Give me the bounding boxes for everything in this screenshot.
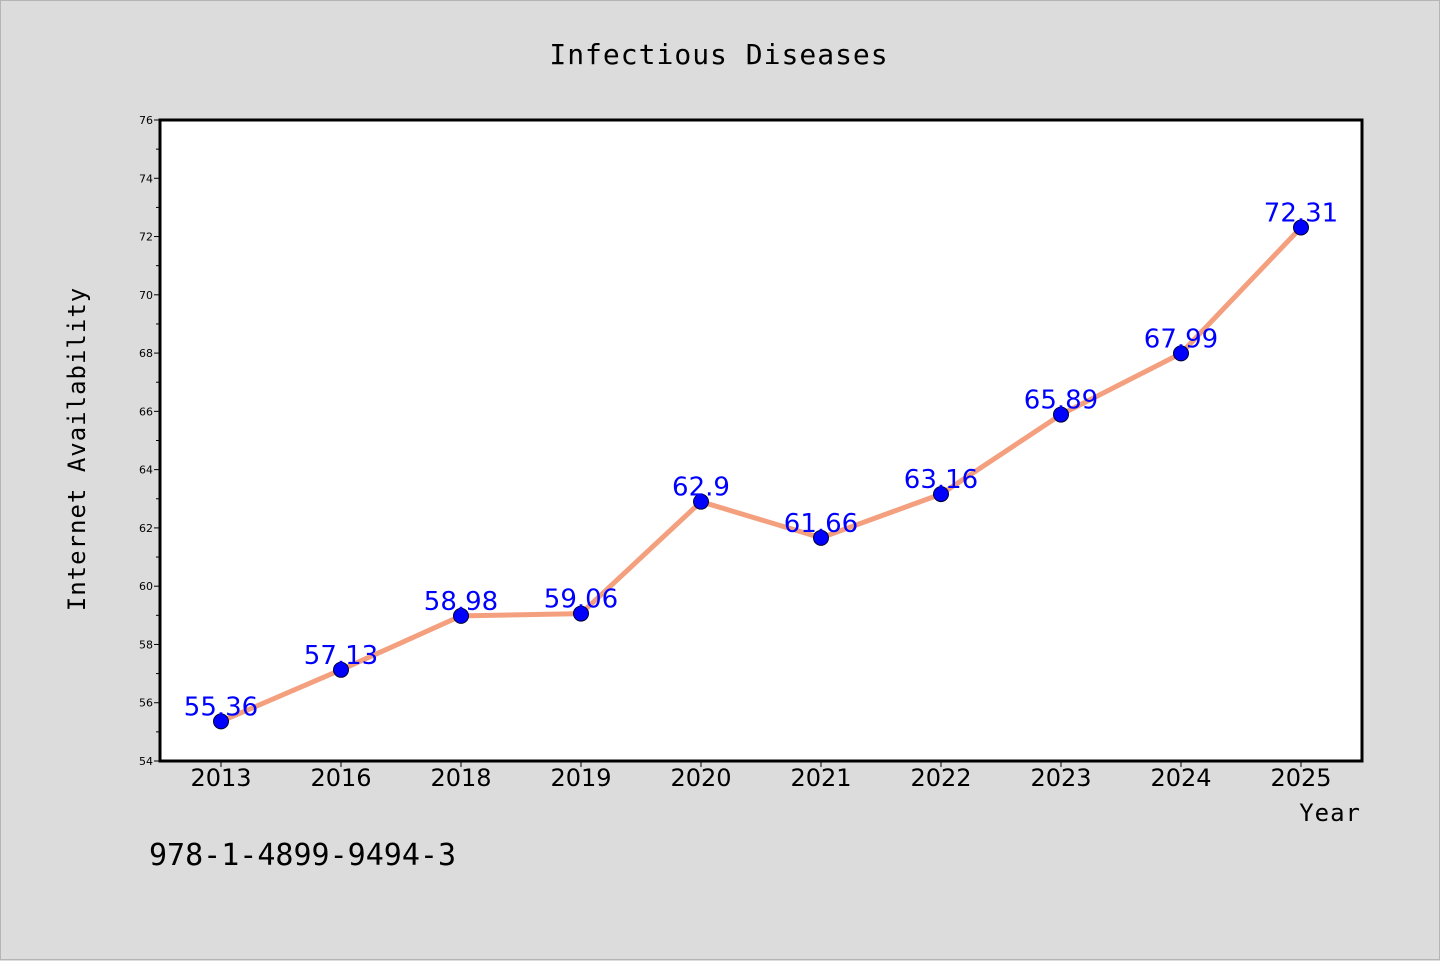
series-polyline — [218, 225, 1304, 724]
y-tick-label: 60 — [139, 580, 153, 593]
y-tick-label: 70 — [139, 289, 153, 302]
isbn-text: 978-1-4899-9494-3 — [149, 838, 456, 873]
y-tick-label: 74 — [139, 172, 153, 185]
plot-area — [160, 120, 1362, 761]
data-point — [933, 486, 949, 503]
data-label: 61.66 — [784, 509, 858, 539]
y-tick-label: 64 — [139, 464, 153, 477]
data-point — [1293, 219, 1309, 236]
x-axis-label: Year — [1299, 799, 1361, 827]
data-label: 65.89 — [1024, 386, 1098, 416]
y-tick-label: 56 — [139, 697, 153, 710]
data-point — [333, 661, 349, 678]
series-line: 55.36 57.13 58.98 59.06 62.9 61.66 63.16 65.89 6… — [184, 199, 1338, 730]
data-label: 58.98 — [424, 587, 498, 617]
data-label: 67.99 — [1144, 324, 1218, 354]
data-label: 55.36 — [184, 692, 258, 722]
data-point — [213, 713, 229, 730]
data-label: 57.13 — [304, 641, 378, 671]
y-axis-label: Internet Availability — [63, 287, 91, 611]
x-tick-label: 2019 — [550, 764, 611, 792]
x-axis: 2013 2016 2018 2019 2020 2021 2022 2023 2024 2025 — [190, 761, 1332, 792]
data-point — [693, 493, 709, 510]
y-tick-label: 76 — [139, 114, 153, 127]
x-tick-label: 2016 — [310, 764, 371, 792]
data-point — [1053, 406, 1069, 423]
x-tick-label: 2025 — [1270, 764, 1331, 792]
y-tick-label: 68 — [139, 347, 153, 360]
data-label: 63.16 — [904, 465, 978, 495]
y-axis: 54 56 58 60 62 64 66 68 70 72 74 76 — [139, 114, 160, 768]
plot-border — [158, 118, 1364, 763]
y-tick-label: 54 — [139, 755, 153, 768]
data-point — [573, 605, 589, 622]
x-tick-label: 2020 — [670, 764, 731, 792]
chart-title: Infectious Diseases — [549, 38, 888, 71]
x-tick-label: 2018 — [430, 764, 491, 792]
y-tick-label: 62 — [139, 522, 153, 535]
y-tick-label: 58 — [139, 638, 153, 651]
data-label: 59.06 — [544, 585, 618, 615]
data-point — [813, 529, 829, 546]
data-point — [453, 607, 469, 624]
data-label: 72.31 — [1264, 199, 1338, 229]
x-tick-label: 2023 — [1030, 764, 1091, 792]
y-tick-label: 72 — [139, 231, 153, 244]
x-tick-label: 2013 — [190, 764, 251, 792]
x-tick-label: 2024 — [1150, 764, 1211, 792]
x-tick-label: 2021 — [790, 764, 851, 792]
x-tick-label: 2022 — [910, 764, 971, 792]
data-point — [1173, 345, 1189, 362]
data-label: 62.9 — [672, 473, 730, 503]
y-tick-label: 66 — [139, 405, 153, 418]
